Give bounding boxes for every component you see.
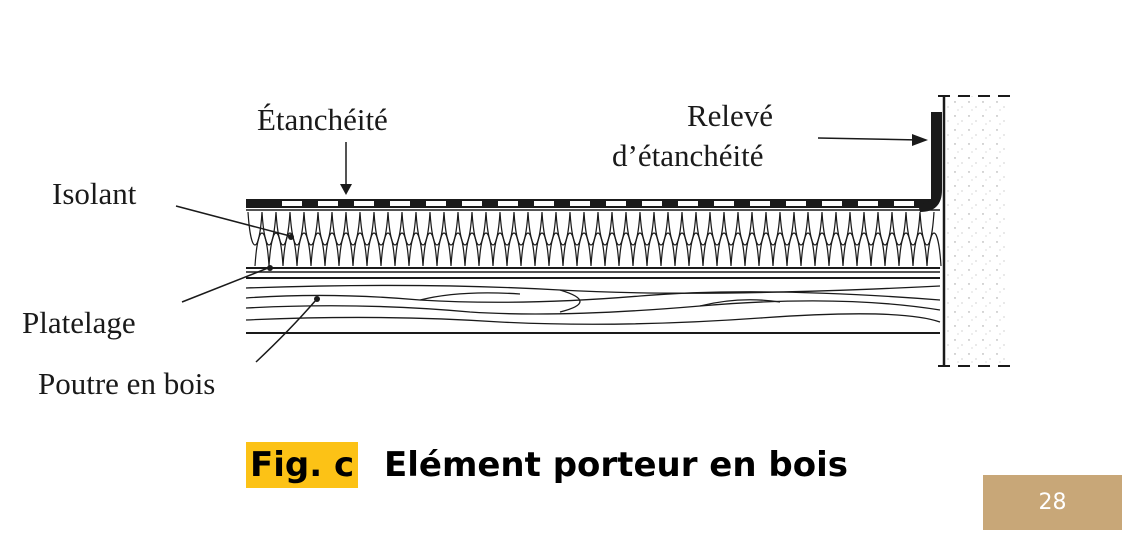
membrane-gap [750, 201, 770, 206]
membrane-gap [714, 201, 734, 206]
membrane-gap [642, 201, 662, 206]
membrane-gap [786, 201, 806, 206]
label-releve-line2: d’étanchéité [612, 138, 764, 173]
timber-beam [245, 277, 941, 334]
page-number: 28 [1038, 490, 1067, 515]
waterproofing-membrane [246, 112, 942, 212]
membrane-gap [606, 201, 626, 206]
membrane-gap [282, 201, 302, 206]
label-releve-line1: Relevé [687, 98, 774, 133]
insulation [246, 209, 942, 267]
leader-lines [175, 134, 928, 363]
membrane-gap [498, 201, 518, 206]
label-etancheite: Étanchéité [257, 102, 388, 137]
membrane-gap [894, 201, 914, 206]
membrane-gap [426, 201, 446, 206]
membrane-gap [390, 201, 410, 206]
label-poutre-en-bois: Poutre en bois [38, 366, 216, 401]
membrane-gap [822, 201, 842, 206]
page-number-badge: 28 [983, 475, 1122, 530]
membrane-gap [318, 201, 338, 206]
wall [938, 95, 1010, 367]
membrane-gap [678, 201, 698, 206]
label-isolant: Isolant [52, 176, 137, 211]
membrane-gap [462, 201, 482, 206]
decking [246, 267, 940, 273]
label-platelage: Platelage [22, 305, 136, 340]
membrane-gap [858, 201, 878, 206]
figure-number-highlight: Fig. c [246, 442, 359, 488]
figure-title: Elément porteur en bois [384, 445, 848, 485]
membrane-gap [354, 201, 374, 206]
membrane-gap [570, 201, 590, 206]
membrane-gap [534, 201, 554, 206]
